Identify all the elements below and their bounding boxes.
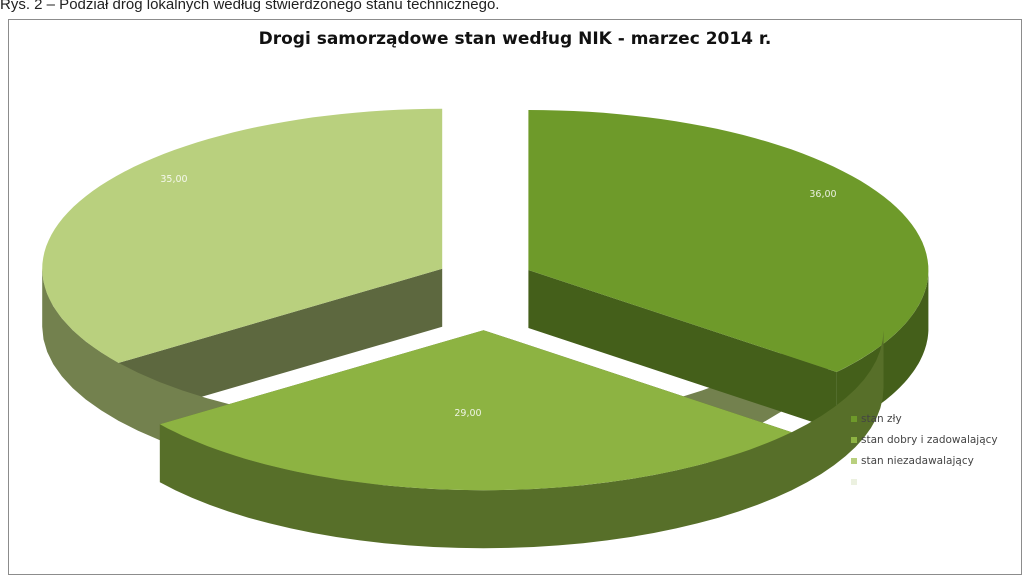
pie-plot-area: 36,00 29,00 35,00 (42, 108, 929, 549)
data-label-3: 35,00 (160, 174, 187, 185)
legend-label-1: stan zły (861, 412, 902, 425)
pie-slice-1-side-2 (528, 270, 837, 430)
figure-caption: Rys. 2 – Podział dróg lokalnych według s… (0, 0, 500, 13)
pie-slice-2-wall (159, 330, 884, 549)
legend-label-3: stan niezadawalający (861, 454, 974, 467)
legend-swatch-3 (851, 457, 857, 464)
data-label-1: 36,00 (809, 189, 836, 200)
legend-label-2: stan dobry i zadowalający (861, 433, 998, 446)
legend-item-1: stan zły (851, 408, 998, 429)
pie-slice-1-top (528, 110, 929, 372)
legend: stan zły stan dobry i zadowalający stan ni… (851, 408, 998, 492)
data-label-2: 29,00 (454, 408, 481, 419)
legend-item-4 (851, 471, 998, 492)
pie-slice-3-side-1 (118, 268, 443, 421)
legend-swatch-1 (851, 415, 857, 422)
legend-swatch-2 (851, 436, 857, 443)
pie-slice-2-top (159, 330, 792, 491)
legend-item-2: stan dobry i zadowalający (851, 429, 998, 450)
pie-slice-3-top (42, 108, 443, 363)
legend-item-3: stan niezadawalający (851, 450, 998, 471)
chart-title: Drogi samorządowe stan według NIK - marz… (258, 29, 772, 49)
legend-swatch-4 (851, 478, 857, 485)
pie-slice-2 (159, 330, 884, 549)
chart-frame: Drogi samorządowe stan według NIK - marz… (8, 19, 1022, 575)
